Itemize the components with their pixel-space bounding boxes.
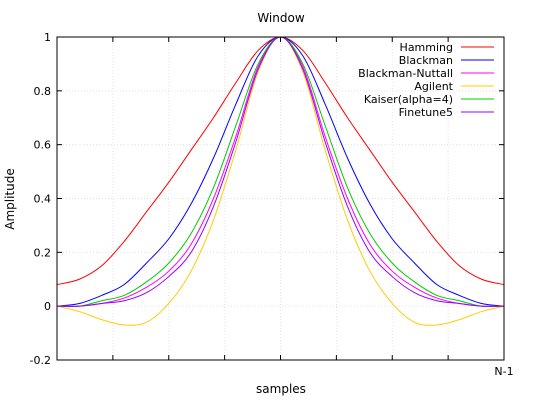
legend-label: Blackman bbox=[399, 54, 453, 67]
y-tick-label: 0.6 bbox=[34, 139, 52, 152]
x-tick-labels: N-1 bbox=[494, 365, 513, 378]
plot-frame bbox=[56, 36, 505, 361]
y-tick-label: 0.8 bbox=[34, 85, 52, 98]
x-axis-label: samples bbox=[256, 382, 306, 396]
legend-label: Agilent bbox=[414, 80, 453, 93]
legend-label: Finetune5 bbox=[399, 106, 453, 119]
y-tick-label: 0 bbox=[44, 300, 51, 313]
y-tick-label: 0.2 bbox=[34, 246, 52, 259]
chart-title: Window bbox=[257, 11, 305, 25]
grid-lines bbox=[57, 37, 504, 360]
y-tick-label: 0.4 bbox=[34, 193, 52, 206]
legend-label: Blackman-Nuttall bbox=[358, 67, 453, 80]
legend-label: Kaiser(alpha=4) bbox=[364, 93, 453, 106]
y-axis-label: Amplitude bbox=[3, 168, 17, 230]
legend-label: Hamming bbox=[400, 41, 453, 54]
y-tick-labels: -0.2 0 0.2 0.4 0.6 0.8 1 bbox=[30, 31, 51, 367]
x-tick-label: N-1 bbox=[494, 365, 513, 378]
y-tick-label: -0.2 bbox=[30, 354, 51, 367]
y-tick-label: 1 bbox=[44, 31, 51, 44]
legend: HammingBlackmanBlackman-NuttallAgilentKa… bbox=[358, 41, 494, 119]
